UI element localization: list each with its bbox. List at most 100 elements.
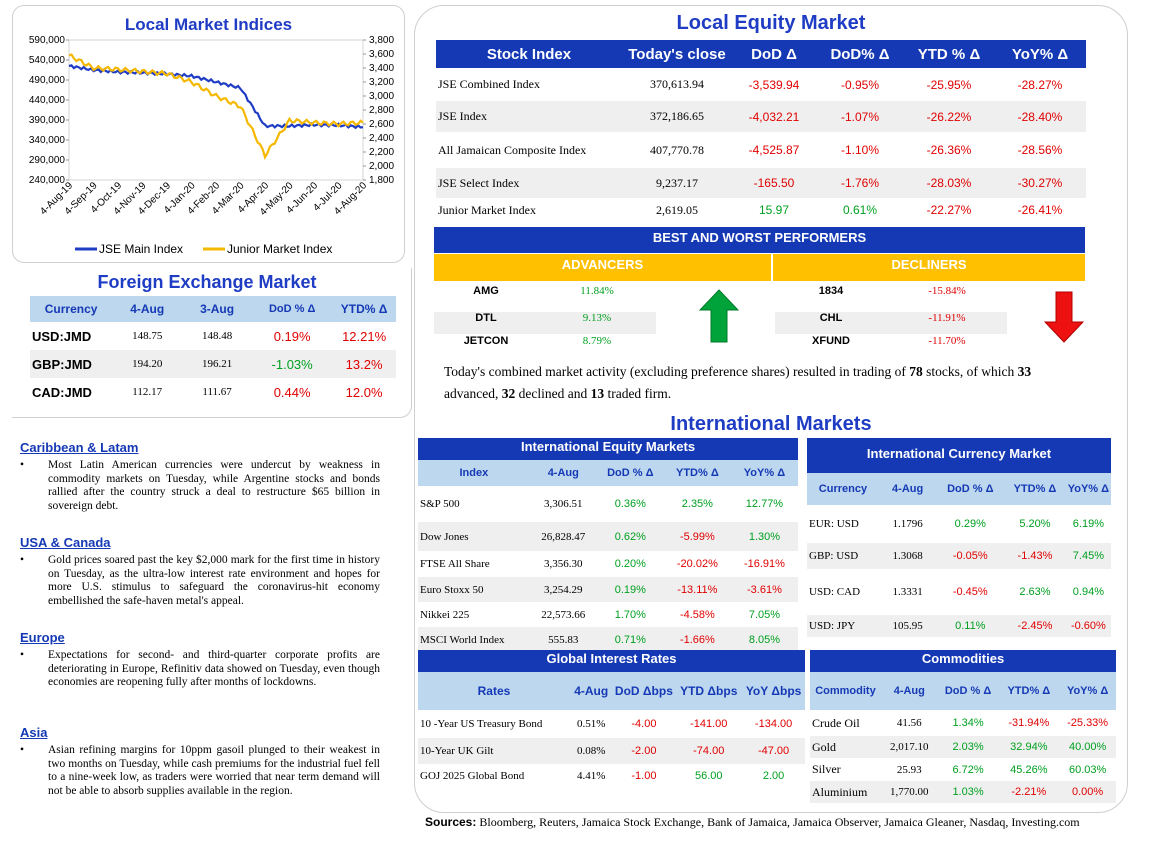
intl-header: YTD% Δ <box>675 467 719 479</box>
intl-dod: -0.45% <box>952 586 988 598</box>
decliner-symbol: CHL <box>819 312 843 324</box>
intl-dod: 0.62% <box>614 530 646 543</box>
intl-row: MSCI World Index 555.83 0.71% -1.66% 8.05% <box>418 627 798 652</box>
news-heading: Asia <box>20 725 48 740</box>
equity-table: Stock Index Today's close DoD Δ DoD% Δ Y… <box>436 40 1086 222</box>
equity-header: DoD% Δ <box>830 45 890 63</box>
intl-header: DoD Δbps <box>614 684 673 698</box>
fx-dod: -1.03% <box>271 356 313 372</box>
intl-row: GBP: USD 1.3068 -0.05% -1.43% 7.45% <box>807 543 1111 569</box>
equity-header: Today's close <box>628 45 726 63</box>
intl-header: YoY Δbps <box>745 684 802 698</box>
intl-value: 555.83 <box>548 633 579 646</box>
intl-header: YoY% Δ <box>1067 483 1110 495</box>
equity-yoy: -30.27% <box>1017 176 1063 190</box>
advancer-row: DTL 9.13% <box>434 312 656 334</box>
equity-yoy: -28.40% <box>1017 109 1063 124</box>
news-item: Caribbean & Latam Most Latin American cur… <box>20 440 380 513</box>
intl-name: Aluminium <box>812 784 868 799</box>
intl-value: 2,017.10 <box>890 741 929 753</box>
intl-header: Rates <box>477 684 511 698</box>
intl-dod: 6.72% <box>952 763 984 776</box>
intl-title: International Markets <box>670 413 872 435</box>
y-right-tick-label: 2,800 <box>369 105 394 116</box>
fx-row: CAD:JMD 112.17 111.67 0.44% 12.0% <box>30 378 396 406</box>
decliner-pct: -11.91% <box>928 312 966 324</box>
decliner-row: CHL -11.91% <box>775 312 1007 334</box>
intl-name: 10-Year UK Gilt <box>420 745 494 757</box>
intl-yoy: 7.45% <box>1072 550 1104 562</box>
intl-value: 3,356.30 <box>544 558 583 570</box>
series-line-0 <box>68 64 364 130</box>
equity-ytd: -28.03% <box>926 176 972 190</box>
sources-text: Bloomberg, Reuters, Jamaica Stock Exchan… <box>476 815 1080 829</box>
advancer-symbol: JETCON <box>463 335 509 347</box>
intl-header: 4-Aug <box>574 684 609 698</box>
y-right-tick-label: 1,800 <box>369 175 394 186</box>
equity-ytd: -26.22% <box>926 109 972 124</box>
equity-yoy: -28.27% <box>1017 77 1063 92</box>
intl-row: EUR: USD 1.1796 0.29% 5.20% 6.19% <box>807 505 1111 543</box>
equity-header: YoY% Δ <box>1011 45 1069 63</box>
intl-value: 26,828.47 <box>541 530 586 543</box>
plot-area <box>68 39 364 181</box>
intl-table: Commodity 4-Aug DoD % Δ YTD% Δ YoY% Δ Crude O… <box>810 672 1116 803</box>
intl-name: Dow Jones <box>420 530 469 543</box>
fx-header: YTD% Δ <box>340 302 388 316</box>
y-right-tick-label: 2,000 <box>369 161 394 172</box>
intl-dod: 0.11% <box>955 620 986 632</box>
equity-header: Stock Index <box>486 45 572 63</box>
equity-index-name: All Jamaican Composite Index <box>438 142 587 157</box>
decliner-row: XFUND -11.70% <box>775 335 1007 357</box>
news-bullet: Gold prices soared past the key $2,000 m… <box>20 554 380 608</box>
equity-yoy: -26.41% <box>1017 203 1063 217</box>
fx-currency: USD:JMD <box>32 328 92 344</box>
intl-table-title: International Equity Markets <box>418 438 798 460</box>
fx-dod: 0.19% <box>273 328 311 344</box>
intl-value: 1,770.00 <box>890 786 929 798</box>
fx-section: Foreign Exchange Market Currency 4-Aug 3… <box>12 268 412 418</box>
down-arrow-icon <box>1043 291 1085 343</box>
intl-row: USD: CAD 1.3331 -0.45% 2.63% 0.94% <box>807 569 1111 615</box>
equity-dod-pct: -0.95% <box>840 77 880 92</box>
fx-header: Currency <box>44 302 98 316</box>
y-right-tick-label: 3,600 <box>369 49 394 60</box>
fx-rate-3aug: 196.21 <box>201 358 233 370</box>
intl-value: 22,573.66 <box>541 608 586 621</box>
intl-value: 1.3068 <box>892 550 923 562</box>
intl-value: 3,254.29 <box>544 583 583 596</box>
intl-name: FTSE All Share <box>420 558 490 570</box>
news-item: USA & Canada Gold prices soared past the … <box>20 535 380 608</box>
intl-yoy: 0.94% <box>1072 586 1104 598</box>
advancer-pct: 11.84% <box>580 285 614 297</box>
equity-close: 2,619.05 <box>656 202 698 217</box>
intl-equity-table: International Equity Markets Index 4-Aug Do… <box>418 438 798 652</box>
right-panel <box>414 5 1128 813</box>
intl-row: 10-Year UK Gilt 0.08% -2.00 -74.00 -47.00 <box>418 738 805 764</box>
intl-header: Currency <box>818 483 868 495</box>
activity-declined: 32 <box>501 386 516 401</box>
intl-header-row: Currency 4-Aug DoD % Δ YTD% Δ YoY% Δ <box>807 473 1111 505</box>
activity-text: Today's combined market activity (exclud… <box>444 364 910 379</box>
local-indices-title: Local Market Indices <box>124 15 293 34</box>
intl-row: Gold 2,017.10 2.03% 32.94% 40.00% <box>810 736 1116 758</box>
intl-dod: 0.20% <box>614 558 646 570</box>
activity-text: stocks, of which <box>922 364 1018 379</box>
intl-name: Nikkei 225 <box>420 608 470 621</box>
equity-dod-pct: -1.76% <box>840 176 880 190</box>
decliner-pct: -11.70% <box>928 335 966 347</box>
intl-yoy: 60.03% <box>1068 763 1107 776</box>
intl-row: Crude Oil 41.56 1.34% -31.94% -25.33% <box>810 710 1116 736</box>
y-left-tick-label: 340,000 <box>29 135 66 146</box>
intl-table-title: Commodities <box>810 650 1116 672</box>
y-right-tick-label: 3,200 <box>369 77 394 88</box>
y-right-tick-label: 2,200 <box>369 147 394 158</box>
fx-table: Currency 4-Aug 3-Aug DoD % Δ YTD% Δ USD:… <box>30 296 396 406</box>
y-right-tick-label: 2,600 <box>369 119 394 130</box>
equity-close: 9,237.17 <box>656 175 698 190</box>
decliner-symbol: XFUND <box>812 335 850 347</box>
intl-row: Silver 25.93 6.72% 45.26% 60.03% <box>810 758 1116 781</box>
intl-header: DoD % Δ <box>944 685 992 697</box>
legend-label: JSE Main Index <box>99 242 183 256</box>
intl-header: YTD% Δ <box>1007 685 1051 697</box>
